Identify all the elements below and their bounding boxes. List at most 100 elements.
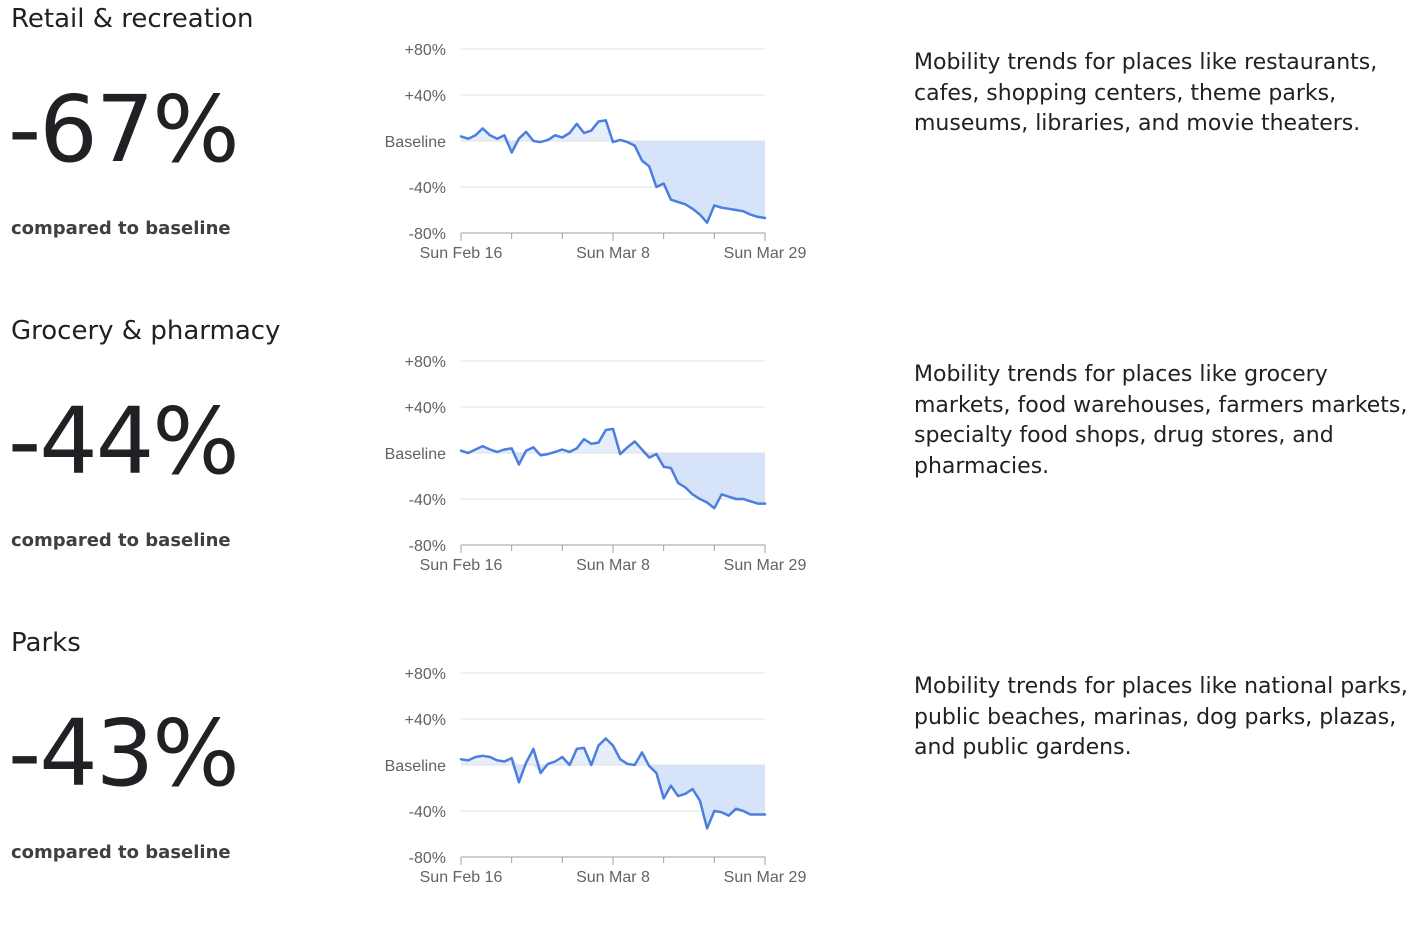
x-tick-label: Sun Mar 29 <box>724 557 807 574</box>
data-point <box>728 815 730 817</box>
data-point <box>460 135 462 137</box>
data-point <box>482 445 484 447</box>
data-point <box>742 498 744 500</box>
data-point <box>605 738 607 739</box>
data-point <box>612 141 614 143</box>
data-point <box>511 447 513 449</box>
data-point <box>561 756 563 758</box>
data-point <box>525 450 527 452</box>
data-point <box>764 814 766 815</box>
data-point <box>750 214 751 216</box>
x-tick-label: Sun Mar 29 <box>724 869 807 886</box>
data-point <box>540 772 542 774</box>
data-point <box>757 503 759 505</box>
y-tick-label: +40% <box>405 88 446 105</box>
data-point <box>489 449 491 450</box>
data-point <box>641 449 643 450</box>
x-tick-label: Sun Mar 8 <box>576 869 650 886</box>
data-point <box>540 454 542 456</box>
data-point <box>757 216 759 218</box>
data-point <box>663 183 665 184</box>
data-point <box>569 764 571 766</box>
mobility-chart: +80% +40% Baseline -40% -80% Sun Feb 16 Sun Ma… <box>385 666 807 886</box>
x-tick-label: Sun Mar 8 <box>576 557 650 574</box>
data-point <box>503 449 505 450</box>
data-point <box>728 208 730 210</box>
data-point <box>554 451 556 453</box>
data-point <box>634 145 636 147</box>
data-point <box>634 764 636 766</box>
data-point <box>518 138 520 140</box>
x-tick-label: Sun Feb 16 <box>420 245 503 262</box>
data-point <box>619 453 621 455</box>
data-point <box>475 449 476 450</box>
section-retail: Retail & recreation -67% compared to bas… <box>0 0 1418 312</box>
data-point <box>750 500 751 502</box>
data-point <box>684 793 686 795</box>
data-point <box>757 814 759 815</box>
below-baseline-area <box>461 453 765 509</box>
data-point <box>612 428 614 430</box>
data-point <box>547 453 549 455</box>
data-point <box>655 186 657 188</box>
data-point <box>735 808 737 810</box>
y-tick-label: +40% <box>405 400 446 417</box>
data-point <box>663 466 665 468</box>
data-point <box>677 482 679 484</box>
data-point <box>699 800 701 802</box>
data-point <box>489 134 491 136</box>
x-tick-label: Sun Mar 8 <box>576 245 650 262</box>
data-point <box>670 467 672 469</box>
change-percentage: -67% <box>8 76 240 183</box>
y-tick-label: -40% <box>409 492 446 509</box>
data-point <box>692 788 694 790</box>
data-point <box>735 209 737 211</box>
data-point <box>561 137 563 138</box>
data-point <box>728 496 730 498</box>
data-point <box>627 763 628 765</box>
data-point <box>735 498 737 500</box>
data-point <box>540 141 542 143</box>
above-baseline-area <box>461 428 765 453</box>
data-point <box>496 759 498 761</box>
data-point <box>583 747 585 749</box>
change-percentage: -43% <box>8 700 240 807</box>
y-tick-label: +40% <box>405 712 446 729</box>
data-point <box>692 493 694 495</box>
data-point <box>677 795 679 797</box>
data-point <box>713 204 715 206</box>
data-point <box>503 134 505 136</box>
data-point <box>641 751 643 753</box>
data-point <box>670 785 672 787</box>
data-point <box>721 811 723 813</box>
data-point <box>532 748 534 750</box>
data-point <box>503 761 505 762</box>
data-point <box>619 758 621 760</box>
data-point <box>547 763 549 765</box>
data-point <box>764 217 766 219</box>
data-point <box>460 758 462 760</box>
data-point <box>525 762 527 764</box>
data-point <box>475 756 476 758</box>
below-baseline-area <box>461 141 765 223</box>
compared-label: compared to baseline <box>11 530 231 551</box>
mobility-chart: +80% +40% Baseline -40% -80% Sun Feb 16 Sun Ma… <box>385 354 807 574</box>
data-point <box>532 446 534 448</box>
data-point <box>576 748 578 750</box>
data-point <box>598 121 599 122</box>
data-point <box>641 160 643 162</box>
compared-label: compared to baseline <box>11 842 231 863</box>
data-point <box>569 132 571 134</box>
data-point <box>655 772 657 774</box>
data-point <box>612 745 614 746</box>
y-tick-label: +80% <box>405 42 446 59</box>
data-point <box>561 449 563 450</box>
data-point <box>750 814 751 815</box>
data-point <box>706 502 708 503</box>
section-parks: Parks -43% compared to baseline +80% +40%… <box>0 624 1418 936</box>
data-point <box>467 452 469 454</box>
data-point <box>583 132 585 134</box>
data-point <box>532 140 534 142</box>
data-point <box>648 457 650 459</box>
data-point <box>590 130 592 132</box>
